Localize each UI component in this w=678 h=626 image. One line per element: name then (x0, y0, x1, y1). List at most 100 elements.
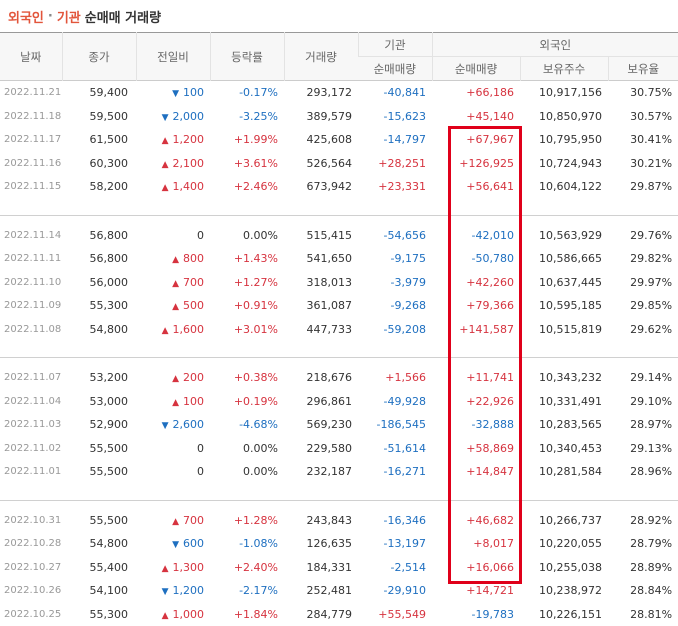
inst-net-cell: -49,928 (358, 390, 432, 414)
holdings-cell: 10,340,453 (520, 437, 608, 461)
up-arrow-icon: ▲ (162, 564, 169, 574)
change-cell: ▼600 (136, 532, 210, 556)
holdings-cell: 10,255,038 (520, 556, 608, 580)
date-cell: 2022.11.07 (0, 366, 62, 390)
inst-net-cell: -9,268 (358, 294, 432, 318)
up-arrow-icon: ▲ (162, 160, 169, 170)
volume-cell: 243,843 (284, 509, 358, 533)
date-cell: 2022.11.18 (0, 105, 62, 129)
ratio-cell: 30.75% (608, 81, 678, 105)
foreign-net-cell: +46,682 (432, 509, 520, 533)
holdings-cell: 10,238,972 (520, 579, 608, 603)
rate-cell: +1.28% (210, 509, 284, 533)
holdings-cell: 10,586,665 (520, 247, 608, 271)
ratio-cell: 30.41% (608, 128, 678, 152)
date-cell: 2022.11.14 (0, 224, 62, 248)
section-title: 외국인 · 기관 순매매 거래량 (0, 0, 678, 32)
rate-cell: 0.00% (210, 460, 284, 484)
close-cell: 59,500 (62, 105, 136, 129)
holdings-cell: 10,220,055 (520, 532, 608, 556)
volume-cell: 447,733 (284, 318, 358, 342)
date-cell: 2022.11.09 (0, 294, 62, 318)
change-cell: ▲500 (136, 294, 210, 318)
rate-cell: -1.08% (210, 532, 284, 556)
inst-net-cell: -9,175 (358, 247, 432, 271)
ratio-cell: 28.89% (608, 556, 678, 580)
foreign-net-cell: +56,641 (432, 175, 520, 199)
foreign-net-cell: +126,925 (432, 152, 520, 176)
volume-cell: 218,676 (284, 366, 358, 390)
close-cell: 56,800 (62, 224, 136, 248)
change-cell: 0 (136, 460, 210, 484)
close-cell: 55,300 (62, 294, 136, 318)
header-foreign-net: 순매매량 (432, 57, 520, 81)
rate-cell: +1.99% (210, 128, 284, 152)
up-arrow-icon: ▲ (172, 374, 179, 384)
date-cell: 2022.10.31 (0, 509, 62, 533)
header-volume: 거래량 (284, 33, 358, 81)
rate-cell: +1.84% (210, 603, 284, 626)
holdings-cell: 10,226,151 (520, 603, 608, 626)
header-rate: 등락률 (210, 33, 284, 81)
inst-net-cell: -14,797 (358, 128, 432, 152)
change-cell: ▲800 (136, 247, 210, 271)
title-institution: 기관 (57, 7, 81, 26)
volume-cell: 389,579 (284, 105, 358, 129)
date-cell: 2022.11.15 (0, 175, 62, 199)
change-cell: ▲700 (136, 271, 210, 295)
header-ratio: 보유율 (608, 57, 678, 81)
inst-net-cell: +23,331 (358, 175, 432, 199)
holdings-cell: 10,343,232 (520, 366, 608, 390)
holdings-cell: 10,795,950 (520, 128, 608, 152)
close-cell: 55,500 (62, 509, 136, 533)
inst-net-cell: -186,545 (358, 413, 432, 437)
up-arrow-icon: ▲ (162, 326, 169, 336)
holdings-cell: 10,563,929 (520, 224, 608, 248)
volume-cell: 293,172 (284, 81, 358, 105)
group-divider (0, 199, 678, 216)
rate-cell: 0.00% (210, 437, 284, 461)
header-change: 전일비 (136, 33, 210, 81)
volume-cell: 569,230 (284, 413, 358, 437)
inst-net-cell: -3,979 (358, 271, 432, 295)
volume-cell: 284,779 (284, 603, 358, 626)
group-spacer (0, 500, 678, 509)
inst-net-cell: -51,614 (358, 437, 432, 461)
rate-cell: +2.46% (210, 175, 284, 199)
rate-cell: +3.61% (210, 152, 284, 176)
close-cell: 54,800 (62, 532, 136, 556)
change-cell: 0 (136, 224, 210, 248)
ratio-cell: 28.97% (608, 413, 678, 437)
foreign-net-cell: +11,741 (432, 366, 520, 390)
rate-cell: +1.43% (210, 247, 284, 271)
holdings-cell: 10,283,565 (520, 413, 608, 437)
volume-cell: 184,331 (284, 556, 358, 580)
inst-net-cell: -15,623 (358, 105, 432, 129)
close-cell: 56,800 (62, 247, 136, 271)
foreign-net-cell: +42,260 (432, 271, 520, 295)
change-cell: ▲1,400 (136, 175, 210, 199)
rate-cell: +0.38% (210, 366, 284, 390)
title-foreign: 외국인 (8, 7, 44, 26)
volume-cell: 318,013 (284, 271, 358, 295)
ratio-cell: 30.57% (608, 105, 678, 129)
change-cell: ▲100 (136, 390, 210, 414)
header-holdings: 보유주수 (520, 57, 608, 81)
ratio-cell: 28.92% (608, 509, 678, 533)
rate-cell: -0.17% (210, 81, 284, 105)
up-arrow-icon: ▲ (172, 255, 179, 265)
foreign-net-cell: +16,066 (432, 556, 520, 580)
ratio-cell: 29.76% (608, 224, 678, 248)
group-spacer (0, 358, 678, 367)
change-cell: ▼100 (136, 81, 210, 105)
title-separator: · (48, 9, 53, 24)
date-cell: 2022.10.27 (0, 556, 62, 580)
foreign-net-cell: +67,967 (432, 128, 520, 152)
header-close: 종가 (62, 33, 136, 81)
